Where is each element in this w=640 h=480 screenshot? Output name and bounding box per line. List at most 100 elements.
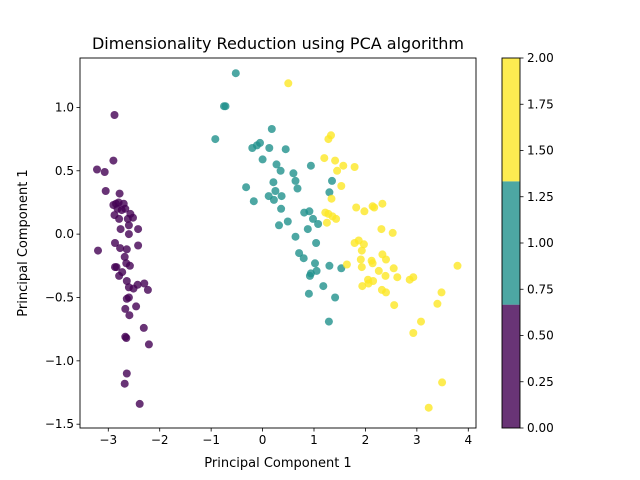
scatter-point-class-0-50 xyxy=(120,379,129,388)
scatter-point-class-2-29 xyxy=(382,255,390,264)
y-tick-label: 0.0 xyxy=(55,227,74,241)
scatter-point-class-2-51 xyxy=(438,378,447,387)
scatter-point-class-2-39 xyxy=(409,273,418,282)
y-axis-label: Principal Component 1 xyxy=(16,169,31,316)
x-tick-label: −3 xyxy=(99,433,117,447)
scatter-point-class-1-3 xyxy=(211,135,220,144)
scatter-point-class-0-17 xyxy=(115,214,124,223)
scatter-point-class-2-33 xyxy=(389,264,398,273)
y-tick-label: −1.0 xyxy=(45,354,74,368)
x-tick-label: −2 xyxy=(151,433,169,447)
x-tick-label: 4 xyxy=(464,433,472,447)
scatter-point-class-2-12 xyxy=(370,203,379,212)
scatter-point-class-1-20 xyxy=(242,183,251,192)
scatter-point-class-1-37 xyxy=(299,254,308,263)
scatter-point-class-0-49 xyxy=(122,369,131,378)
x-tick-label: −1 xyxy=(202,433,220,447)
y-axis: −1.5 −1.0 −0.5 0.0 0.5 1.0 xyxy=(45,100,80,431)
scatter-point-class-2-34 xyxy=(374,266,383,275)
x-axis: −3 −2 −1 0 1 2 3 4 xyxy=(99,428,472,447)
colorbar-tick-label: 1.75 xyxy=(527,97,554,111)
scatter-point-class-2-2 xyxy=(324,135,333,144)
y-tick-label: −0.5 xyxy=(45,290,74,304)
scatter-point-class-0-0 xyxy=(110,111,119,119)
scatter-point-class-0-25 xyxy=(122,245,131,254)
scatter-point-class-0-18 xyxy=(124,221,133,230)
colorbar-tick-label: 1.00 xyxy=(527,236,554,250)
scatter-point-class-0-38 xyxy=(140,279,149,288)
chart-title: Dimensionality Reduction using PCA algor… xyxy=(92,34,464,53)
scatter-point-class-2-32 xyxy=(357,263,366,272)
scatter-point-class-2-49 xyxy=(417,317,425,326)
scatter-points xyxy=(93,69,462,412)
scatter-point-class-1-4 xyxy=(267,125,276,133)
y-tick-label: −1.5 xyxy=(45,417,74,431)
scatter-point-class-2-4 xyxy=(320,154,329,163)
scatter-point-class-2-25 xyxy=(357,246,366,255)
scatter-point-class-0-34 xyxy=(122,277,131,285)
scatter-point-class-0-3 xyxy=(109,156,118,165)
scatter-point-class-2-31 xyxy=(342,260,351,269)
colorbar-tick-label: 0.25 xyxy=(527,375,554,389)
scatter-point-class-1-10 xyxy=(258,155,267,164)
scatter-point-class-1-18 xyxy=(293,184,302,193)
scatter-point-class-2-6 xyxy=(350,163,359,171)
scatter-point-class-0-19 xyxy=(134,225,143,234)
colorbar-band-1 xyxy=(502,181,520,305)
scatter-point-class-2-21 xyxy=(388,228,397,237)
scatter-point-class-0-33 xyxy=(115,271,124,280)
colorbar-tick-label: 0.00 xyxy=(527,421,554,435)
x-tick-label: 2 xyxy=(362,433,370,447)
scatter-point-class-0-44 xyxy=(125,311,134,320)
x-tick-label: 3 xyxy=(413,433,421,447)
colorbar-tick-label: 1.50 xyxy=(527,144,554,158)
scatter-point-class-0-51 xyxy=(135,399,144,408)
scatter-point-class-1-32 xyxy=(283,217,292,226)
colorbar: 0.00 0.25 0.50 0.75 1.00 1.25 1.50 1.75 2.00 xyxy=(501,51,554,435)
scatter-point-class-1-28 xyxy=(305,207,314,216)
scatter-point-class-1-13 xyxy=(289,169,298,178)
scatter-point-class-0-5 xyxy=(115,189,124,198)
scatter-point-class-0-37 xyxy=(129,284,138,293)
x-axis-label: Principal Component 1 xyxy=(204,456,351,471)
scatter-point-class-0-31 xyxy=(112,263,121,272)
scatter-point-class-1-45 xyxy=(304,289,313,298)
scatter-point-class-1-23 xyxy=(269,195,278,204)
scatter-point-class-2-47 xyxy=(390,301,399,310)
scatter-point-class-2-0 xyxy=(284,79,293,88)
scatter-point-class-1-31 xyxy=(275,221,283,230)
scatter-point-class-0-24 xyxy=(116,244,125,253)
scatter-point-class-2-30 xyxy=(368,259,377,268)
colorbar-tick-label: 0.75 xyxy=(527,282,554,296)
scatter-point-class-2-9 xyxy=(327,194,336,203)
scatter-point-class-1-30 xyxy=(314,220,323,228)
scatter-point-class-2-5 xyxy=(339,161,348,170)
scatter-point-class-1-15 xyxy=(328,176,336,185)
scatter-point-class-2-46 xyxy=(437,288,446,297)
x-tick-label: 0 xyxy=(259,433,267,447)
scatter-point-class-0-43 xyxy=(121,304,130,313)
scatter-point-class-0-4 xyxy=(101,187,110,195)
scatter-point-class-2-42 xyxy=(364,279,373,288)
scatter-point-class-1-24 xyxy=(325,188,334,197)
scatter-point-class-0-12 xyxy=(121,204,130,213)
colorbar-tick-label: 2.00 xyxy=(527,51,554,65)
scatter-point-class-1-44 xyxy=(319,282,328,291)
scatter-point-class-2-27 xyxy=(356,255,365,264)
scatter-point-class-1-36 xyxy=(295,249,304,258)
scatter-point-class-0-26 xyxy=(120,252,129,261)
colorbar-tick-label: 0.50 xyxy=(527,329,554,343)
scatter-point-class-0-39 xyxy=(143,285,152,294)
scatter-point-class-1-26 xyxy=(249,197,258,206)
scatter-point-class-2-52 xyxy=(424,403,433,412)
scatter-point-class-1-35 xyxy=(291,232,300,241)
scatter-point-class-0-48 xyxy=(144,340,153,349)
scatter-point-class-1-16 xyxy=(291,176,300,185)
scatter-point-class-0-1 xyxy=(93,165,101,174)
colorbar-band-2 xyxy=(502,58,520,182)
scatter-point-class-0-45 xyxy=(139,323,148,332)
scatter-point-class-0-21 xyxy=(124,230,133,239)
scatter-point-class-2-23 xyxy=(350,239,359,247)
scatter-point-class-1-34 xyxy=(312,239,321,247)
scatter-point-class-1-40 xyxy=(325,261,334,270)
